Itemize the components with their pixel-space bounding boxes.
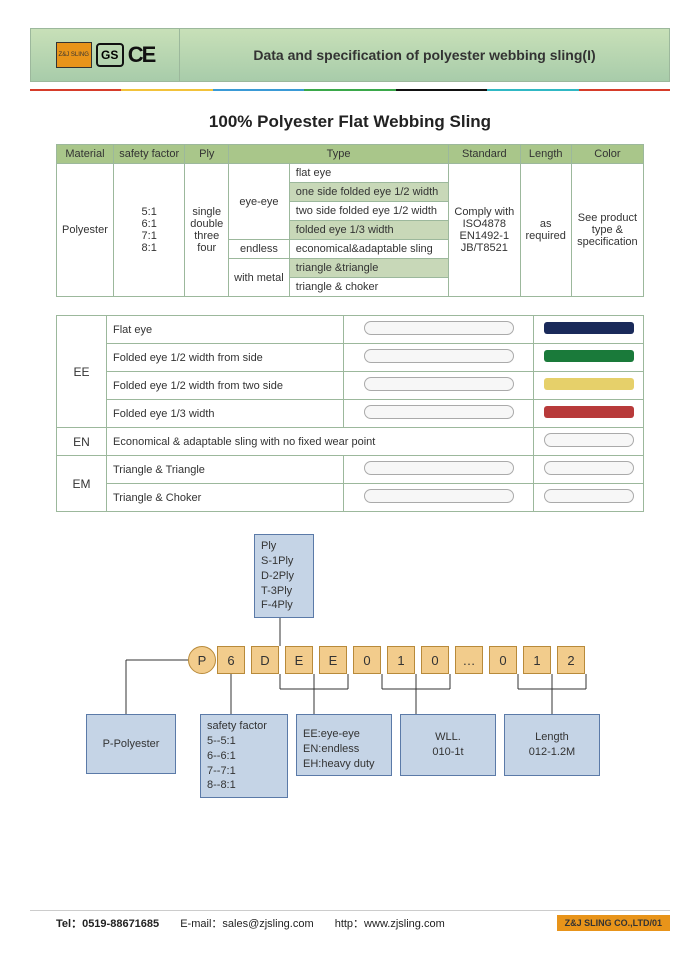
type-label: Flat eye xyxy=(107,316,344,344)
type-photo xyxy=(534,316,644,344)
type-photo xyxy=(534,484,644,512)
logo-box: Z&J SLING GS CE xyxy=(30,28,180,82)
code-cell: … xyxy=(455,646,483,674)
main-content: 100% Polyester Flat Webbing Sling Materi… xyxy=(0,112,700,794)
code-cell: 6 xyxy=(217,646,245,674)
spec-type-group: endless xyxy=(229,240,290,259)
code-cell: 0 xyxy=(353,646,381,674)
code-cell: E xyxy=(285,646,313,674)
footer-url: http：www.zjsling.com xyxy=(335,918,445,930)
type-code: EN xyxy=(57,428,107,456)
spec-header: Length xyxy=(520,145,571,164)
ce-mark-icon: CE xyxy=(128,42,155,68)
spec-type-row: triangle & choker xyxy=(289,278,448,297)
type-label: Folded eye 1/2 width from side xyxy=(107,344,344,372)
spec-cell: asrequired xyxy=(520,164,571,297)
safety-factor-box: safety factor5--5:16--6:17--7:18--8:1 xyxy=(200,714,288,798)
footer-tag: Z&J SLING CO.,LTD/01 xyxy=(557,915,670,931)
ee-box: EE:eye-eyeEN:endlessEH:heavy duty xyxy=(296,714,392,776)
spec-header: safety factor xyxy=(113,145,185,164)
color-stripe xyxy=(30,88,670,92)
code-cell: 2 xyxy=(557,646,585,674)
type-diagram xyxy=(344,400,534,428)
spec-table: Materialsafety factorPlyTypeStandardLeng… xyxy=(56,144,644,297)
type-photo xyxy=(534,372,644,400)
code-cell: E xyxy=(319,646,347,674)
type-table: EEFlat eyeFolded eye 1/2 width from side… xyxy=(56,315,644,512)
type-code: EE xyxy=(57,316,107,428)
p-polyester-box: P-Polyester xyxy=(86,714,176,774)
type-diagram xyxy=(344,484,534,512)
p-circle: P xyxy=(188,646,216,674)
footer-divider xyxy=(30,910,670,911)
code-diagram: PlyS-1PlyD-2PlyT-3PlyF-4Ply P 6DEE010…01… xyxy=(56,534,644,794)
code-cell: 1 xyxy=(387,646,415,674)
spec-header: Ply xyxy=(185,145,229,164)
spec-type-group: eye-eye xyxy=(229,164,290,240)
type-label: Folded eye 1/3 width xyxy=(107,400,344,428)
wll-box: WLL.010-1t xyxy=(400,714,496,776)
spec-header: Color xyxy=(571,145,643,164)
code-cell: 1 xyxy=(523,646,551,674)
footer: Tel：0519-88671685 E-mail：sales@zjsling.c… xyxy=(56,915,670,931)
type-photo xyxy=(534,428,644,456)
spec-type-row: triangle &triangle xyxy=(289,259,448,278)
page: Z&J SLING GS CE Data and specification o… xyxy=(0,0,700,957)
page-title: Data and specification of polyester webb… xyxy=(180,28,670,82)
type-diagram xyxy=(344,372,534,400)
type-photo xyxy=(534,400,644,428)
gs-mark-icon: GS xyxy=(96,43,124,67)
footer-info: Tel：0519-88671685 E-mail：sales@zjsling.c… xyxy=(56,915,463,931)
type-photo xyxy=(534,456,644,484)
type-diagram xyxy=(344,316,534,344)
type-label: Triangle & Choker xyxy=(107,484,344,512)
spec-header: Type xyxy=(229,145,449,164)
type-label: Folded eye 1/2 width from two side xyxy=(107,372,344,400)
spec-cell: Polyester xyxy=(57,164,114,297)
brand-badge-icon: Z&J SLING xyxy=(56,42,92,68)
spec-type-row: economical&adaptable sling xyxy=(289,240,448,259)
length-box: Length012-1.2M xyxy=(504,714,600,776)
main-heading: 100% Polyester Flat Webbing Sling xyxy=(56,112,644,132)
spec-type-row: flat eye xyxy=(289,164,448,183)
spec-type-group: with metal xyxy=(229,259,290,297)
spec-type-row: folded eye 1/3 width xyxy=(289,221,448,240)
spec-header: Material xyxy=(57,145,114,164)
spec-cell: 5:16:17:18:1 xyxy=(113,164,185,297)
type-photo xyxy=(534,344,644,372)
code-cell: 0 xyxy=(421,646,449,674)
type-label: Economical & adaptable sling with no fix… xyxy=(107,428,534,456)
type-code: EM xyxy=(57,456,107,512)
spec-cell: Comply withISO4878EN1492-1JB/T8521 xyxy=(449,164,521,297)
spec-cell: singledoublethreefour xyxy=(185,164,229,297)
ply-box: PlyS-1PlyD-2PlyT-3PlyF-4Ply xyxy=(254,534,314,618)
type-label: Triangle & Triangle xyxy=(107,456,344,484)
footer-email: E-mail：sales@zjsling.com xyxy=(180,918,313,930)
spec-cell: See producttype &specification xyxy=(571,164,643,297)
spec-type-row: two side folded eye 1/2 width xyxy=(289,202,448,221)
header: Z&J SLING GS CE Data and specification o… xyxy=(30,28,670,82)
type-diagram xyxy=(344,344,534,372)
spec-type-row: one side folded eye 1/2 width xyxy=(289,183,448,202)
code-cell: D xyxy=(251,646,279,674)
spec-header: Standard xyxy=(449,145,521,164)
code-cell: 0 xyxy=(489,646,517,674)
footer-tel: Tel：0519-88671685 xyxy=(56,918,159,930)
type-diagram xyxy=(344,456,534,484)
